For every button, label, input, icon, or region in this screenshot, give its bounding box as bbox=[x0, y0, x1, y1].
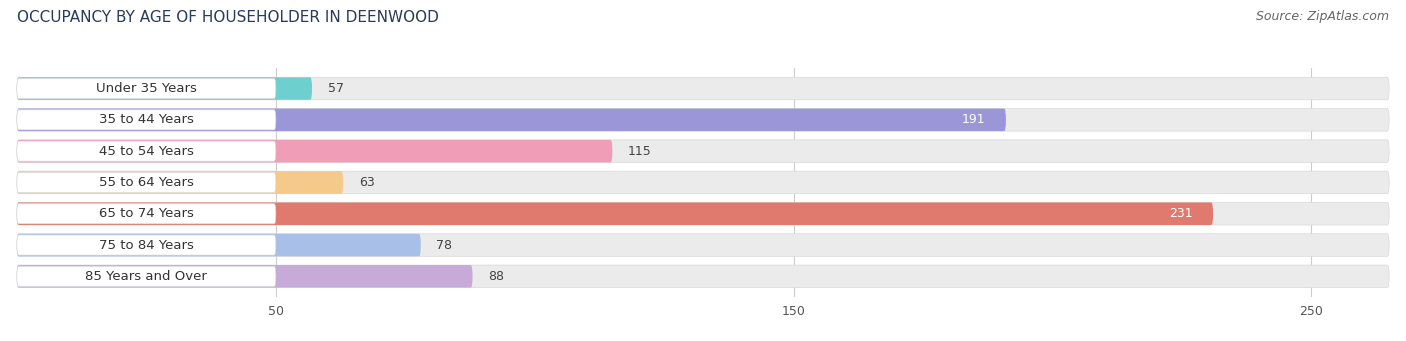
FancyBboxPatch shape bbox=[17, 171, 1389, 194]
Text: Under 35 Years: Under 35 Years bbox=[96, 82, 197, 95]
FancyBboxPatch shape bbox=[17, 265, 1389, 287]
FancyBboxPatch shape bbox=[17, 140, 1389, 162]
FancyBboxPatch shape bbox=[17, 234, 420, 256]
FancyBboxPatch shape bbox=[17, 204, 276, 224]
FancyBboxPatch shape bbox=[17, 203, 1213, 225]
Text: 115: 115 bbox=[628, 145, 651, 158]
FancyBboxPatch shape bbox=[17, 77, 1389, 100]
Text: 231: 231 bbox=[1168, 207, 1192, 220]
FancyBboxPatch shape bbox=[17, 171, 343, 194]
Text: 88: 88 bbox=[488, 270, 505, 283]
Text: 65 to 74 Years: 65 to 74 Years bbox=[98, 207, 194, 220]
Text: 35 to 44 Years: 35 to 44 Years bbox=[98, 113, 194, 126]
FancyBboxPatch shape bbox=[17, 108, 1389, 131]
FancyBboxPatch shape bbox=[17, 141, 276, 161]
FancyBboxPatch shape bbox=[17, 140, 613, 162]
FancyBboxPatch shape bbox=[17, 108, 1005, 131]
Text: 191: 191 bbox=[962, 113, 986, 126]
Text: 75 to 84 Years: 75 to 84 Years bbox=[98, 239, 194, 252]
Text: 55 to 64 Years: 55 to 64 Years bbox=[98, 176, 194, 189]
Text: 78: 78 bbox=[436, 239, 453, 252]
FancyBboxPatch shape bbox=[17, 235, 276, 255]
FancyBboxPatch shape bbox=[17, 77, 312, 100]
Text: 63: 63 bbox=[359, 176, 374, 189]
FancyBboxPatch shape bbox=[17, 265, 472, 287]
Text: 45 to 54 Years: 45 to 54 Years bbox=[98, 145, 194, 158]
FancyBboxPatch shape bbox=[17, 234, 1389, 256]
FancyBboxPatch shape bbox=[17, 78, 276, 99]
FancyBboxPatch shape bbox=[17, 266, 276, 286]
Text: Source: ZipAtlas.com: Source: ZipAtlas.com bbox=[1256, 10, 1389, 23]
Text: 85 Years and Over: 85 Years and Over bbox=[86, 270, 207, 283]
FancyBboxPatch shape bbox=[17, 173, 276, 192]
Text: 57: 57 bbox=[328, 82, 343, 95]
FancyBboxPatch shape bbox=[17, 110, 276, 130]
Text: OCCUPANCY BY AGE OF HOUSEHOLDER IN DEENWOOD: OCCUPANCY BY AGE OF HOUSEHOLDER IN DEENW… bbox=[17, 10, 439, 25]
FancyBboxPatch shape bbox=[17, 203, 1389, 225]
